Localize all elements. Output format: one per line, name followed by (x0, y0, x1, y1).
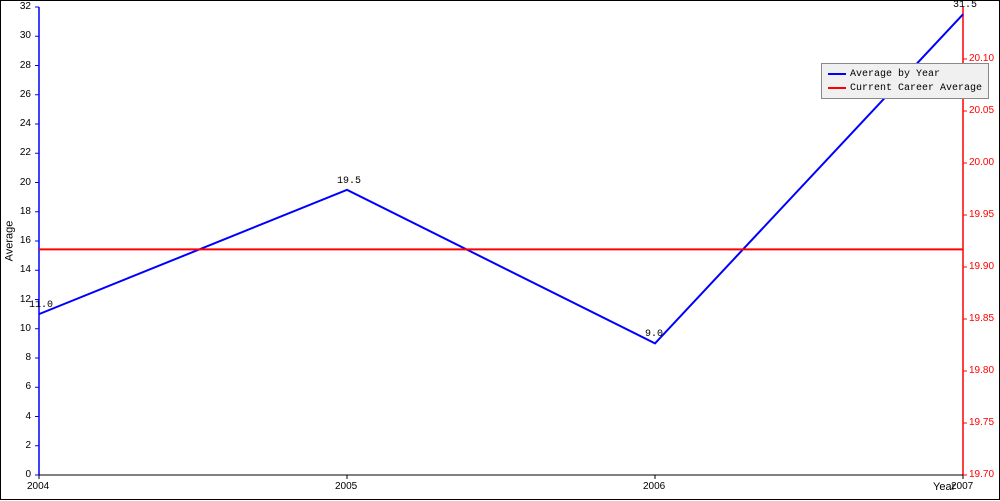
y-left-tick-label: 32 (20, 1, 31, 12)
y-right-tick-label: 19.70 (969, 469, 994, 480)
data-point-label: 19.5 (337, 176, 361, 187)
y-left-tick-label: 20 (20, 177, 31, 188)
y-right-tick-label: 19.75 (969, 417, 994, 428)
y-left-tick-label: 28 (20, 60, 31, 71)
data-point-label: 31.5 (953, 0, 977, 11)
legend-item: Current Career Average (828, 81, 982, 95)
y-left-tick-label: 6 (25, 381, 31, 392)
chart-legend: Average by Year Current Career Average (821, 63, 989, 99)
legend-swatch (828, 73, 846, 75)
y-left-tick-label: 2 (25, 440, 31, 451)
y-left-tick-label: 4 (25, 411, 31, 422)
y-left-tick-label: 8 (25, 352, 31, 363)
legend-label: Average by Year (850, 69, 940, 80)
legend-item: Average by Year (828, 67, 982, 81)
y-right-tick-label: 20.05 (969, 105, 994, 116)
x-tick-label: 2006 (643, 481, 665, 492)
y-left-tick-label: 10 (20, 323, 31, 334)
y-left-tick-label: 18 (20, 206, 31, 217)
average-chart: 0246810121416182022242628303219.7019.751… (0, 0, 1000, 500)
y-left-tick-label: 0 (25, 469, 31, 480)
x-tick-label: 2005 (335, 481, 357, 492)
y-left-tick-label: 24 (20, 118, 31, 129)
legend-swatch (828, 87, 846, 89)
x-tick-label: 2004 (27, 481, 49, 492)
x-axis-title: Year (933, 481, 955, 493)
y-axis-left-title: Average (3, 221, 15, 262)
y-left-tick-label: 14 (20, 264, 31, 275)
y-left-tick-label: 26 (20, 89, 31, 100)
legend-label: Current Career Average (850, 83, 982, 94)
y-right-tick-label: 20.00 (969, 157, 994, 168)
y-right-tick-label: 19.80 (969, 365, 994, 376)
y-left-tick-label: 22 (20, 147, 31, 158)
data-point-label: 9.0 (645, 329, 663, 340)
y-left-tick-label: 16 (20, 235, 31, 246)
y-right-tick-label: 19.90 (969, 261, 994, 272)
data-point-label: 11.0 (29, 300, 53, 311)
y-left-tick-label: 30 (20, 30, 31, 41)
y-right-tick-label: 19.95 (969, 209, 994, 220)
y-right-tick-label: 19.85 (969, 313, 994, 324)
